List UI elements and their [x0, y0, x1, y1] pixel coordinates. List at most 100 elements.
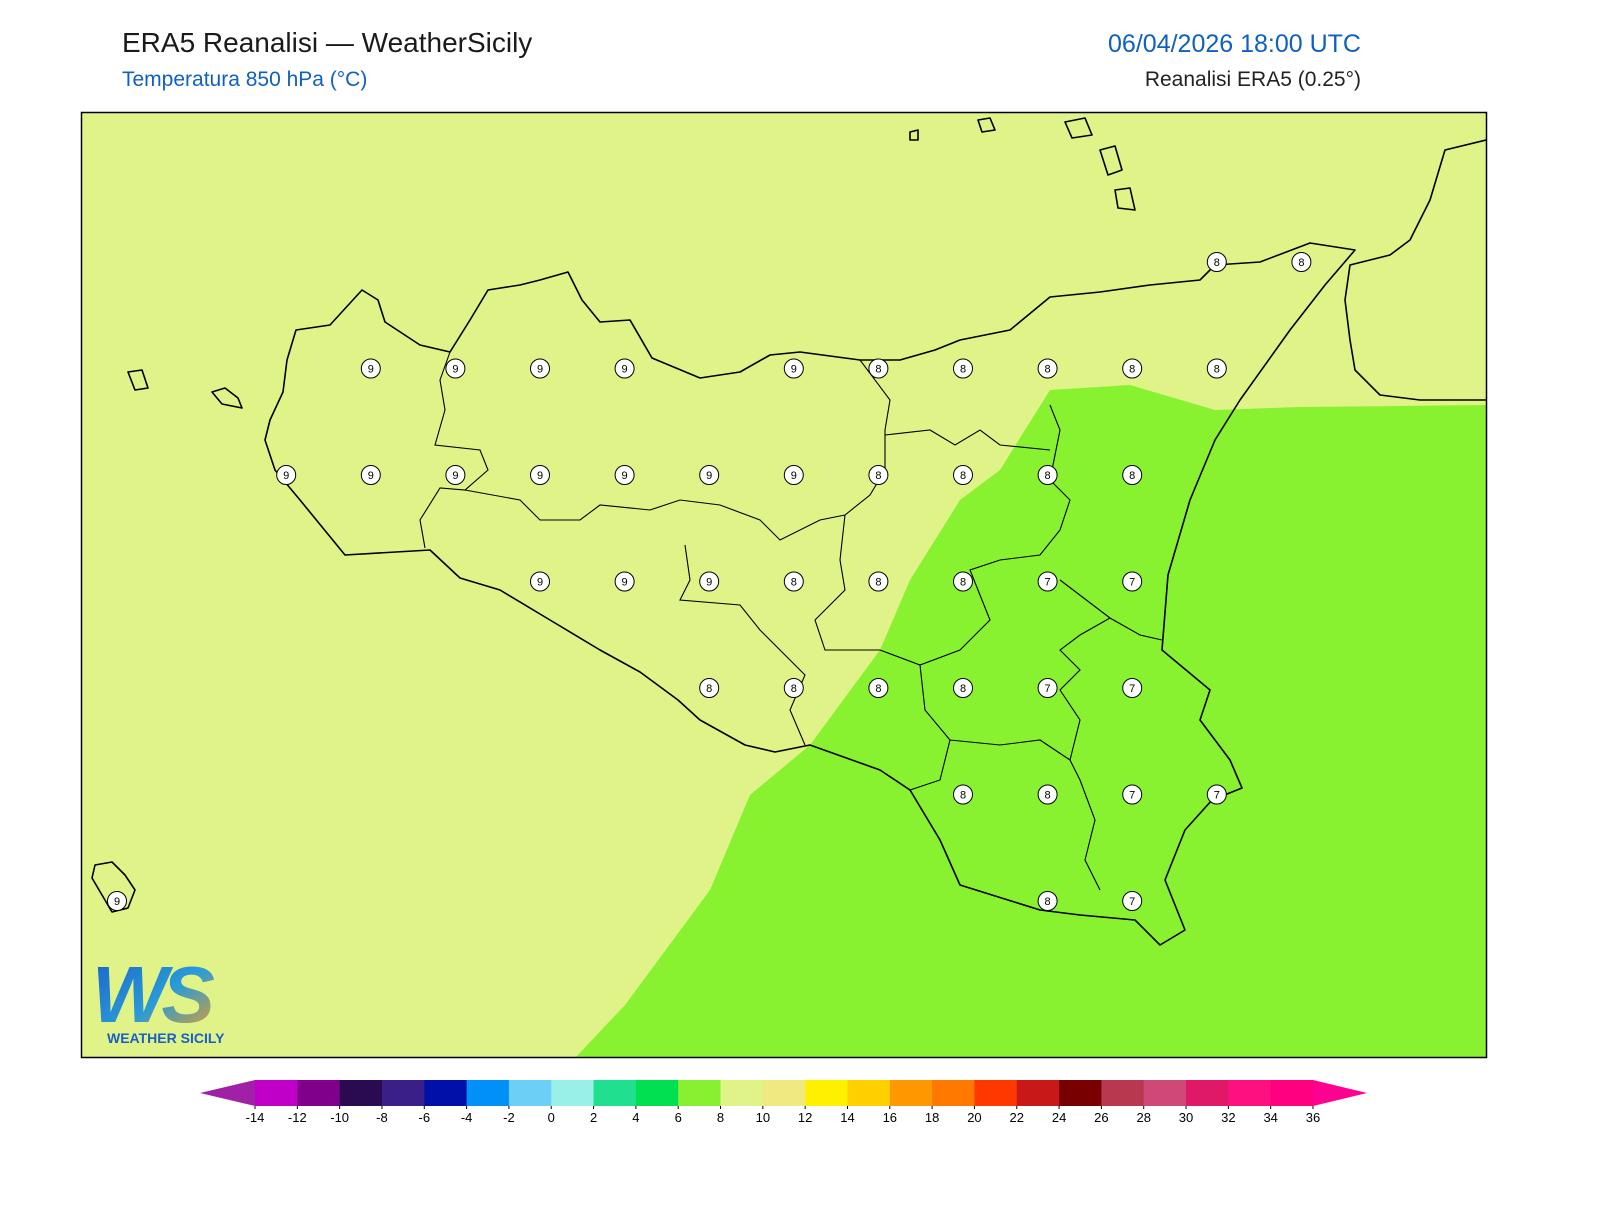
colorbar-tick-label: 8: [717, 1110, 724, 1125]
logo-text: WEATHER SICILY: [107, 1030, 225, 1046]
station-marker: [953, 465, 973, 485]
island: [211, 387, 243, 409]
colorbar-swatch: [847, 1080, 891, 1106]
station-value: 8: [1129, 470, 1135, 482]
station-marker: [1122, 571, 1143, 592]
station-marker: [1122, 891, 1143, 911]
logo-mark: WS: [92, 950, 215, 1039]
station-value: 9: [114, 896, 120, 908]
title: ERA5 Reanalisi — WeatherSicily: [122, 27, 532, 58]
island: [977, 117, 996, 133]
station-value: 9: [706, 470, 712, 482]
colorbar-tick-label: -8: [376, 1110, 388, 1125]
station-marker: [868, 465, 889, 485]
station-marker: [953, 784, 973, 805]
field-cool: [575, 385, 1486, 1057]
colorbar-tick-label: 20: [967, 1110, 981, 1125]
station-marker: [699, 465, 720, 485]
colorbar-swatch: [339, 1080, 383, 1106]
station-marker: [107, 891, 127, 911]
station-marker: [1122, 465, 1143, 485]
station-value: 8: [1214, 257, 1220, 269]
colorbar-tick-label: 10: [756, 1110, 770, 1125]
station-value: 7: [1214, 790, 1220, 802]
colorbar-swatch: [1059, 1080, 1102, 1106]
colorbar-tick-label: 4: [632, 1110, 639, 1125]
station-value: 7: [1129, 896, 1135, 908]
station-value: 8: [791, 577, 797, 589]
colorbar-swatch: [889, 1080, 933, 1106]
province-border: [1059, 579, 1163, 891]
colorbar-tick-label: 22: [1010, 1110, 1024, 1125]
station-marker: [445, 358, 466, 379]
station-value: 9: [537, 364, 543, 376]
station-value: 8: [875, 577, 881, 589]
station-marker: [953, 358, 973, 379]
province-border: [464, 359, 891, 541]
colorbar-tick-label: 24: [1052, 1110, 1066, 1125]
colorbar-swatch: [424, 1080, 468, 1106]
station-marker: [868, 678, 889, 698]
station-value: 9: [368, 470, 374, 482]
colorbar-swatch: [255, 1080, 298, 1106]
colorbar-tick-label: 2: [590, 1110, 597, 1125]
island: [1064, 117, 1093, 139]
station-value: 8: [1045, 364, 1051, 376]
subtitle: Temperatura 850 hPa (°C): [122, 68, 367, 91]
station-value: 9: [622, 577, 628, 589]
colorbar-over: [1313, 1080, 1367, 1106]
island: [91, 861, 136, 913]
colorbar-tick-label: 26: [1094, 1110, 1108, 1125]
station-value: 9: [283, 470, 289, 482]
colorbar-swatch: [1143, 1080, 1187, 1106]
island: [127, 369, 149, 391]
station-value: 9: [452, 470, 458, 482]
station-marker: [530, 358, 550, 379]
colorbar-tick-label: 14: [840, 1110, 854, 1125]
station-value: 8: [1214, 364, 1220, 376]
station-marker: [1037, 571, 1058, 592]
colorbar-swatch: [1101, 1080, 1145, 1106]
colorbar-tick-label: 18: [925, 1110, 939, 1125]
island: [1114, 187, 1136, 211]
colorbar-swatch: [381, 1080, 425, 1106]
station-value: 7: [1129, 577, 1135, 589]
station-marker: [1122, 784, 1143, 805]
station-value: 8: [1045, 896, 1051, 908]
station-value: 8: [960, 470, 966, 482]
station-value: 9: [368, 364, 374, 376]
station-marker: [783, 465, 804, 485]
station-value: 7: [1045, 577, 1051, 589]
colorbar-swatch: [762, 1080, 806, 1106]
colorbar-tick-label: 32: [1221, 1110, 1235, 1125]
station-marker: [953, 571, 973, 592]
station-value: 8: [960, 364, 966, 376]
colorbar-tick-label: -14: [246, 1110, 265, 1125]
station-value: 8: [960, 683, 966, 695]
station-value: 8: [1129, 364, 1135, 376]
station-marker: [868, 358, 889, 379]
colorbar-swatch: [297, 1080, 341, 1106]
colorbar-swatch: [974, 1080, 1018, 1106]
station-value: 7: [1129, 683, 1135, 695]
station-marker: [614, 571, 635, 592]
station-marker: [783, 358, 804, 379]
station-value: 9: [622, 470, 628, 482]
station-marker: [1122, 678, 1143, 698]
station-marker: [1037, 678, 1058, 698]
colorbar-swatch: [805, 1080, 848, 1106]
province-border: [679, 544, 806, 746]
station-marker: [1206, 358, 1227, 379]
colorbar-swatch: [720, 1080, 764, 1106]
station-value: 9: [706, 577, 712, 589]
station-value: 9: [537, 577, 543, 589]
station-value: 7: [1045, 683, 1051, 695]
colorbar-tick-label: 28: [1136, 1110, 1150, 1125]
station-marker: [1122, 358, 1143, 379]
station-value: 8: [875, 683, 881, 695]
colorbar-tick-label: -4: [461, 1110, 473, 1125]
province-border: [884, 429, 1051, 451]
station-value: 8: [875, 470, 881, 482]
colorbar-swatch: [593, 1080, 637, 1106]
